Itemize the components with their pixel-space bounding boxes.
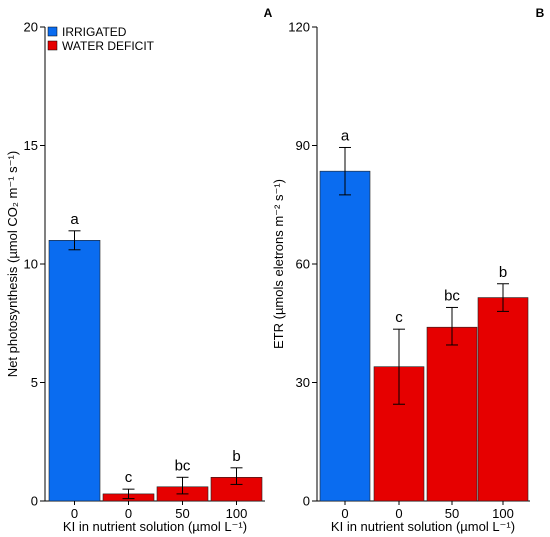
panel-a-significance-label: bc [175, 457, 191, 474]
panel-a-error-bar [122, 488, 135, 500]
legend-swatch-irrigated [47, 26, 58, 37]
panel-b-error-bar [446, 306, 458, 346]
panel-a-y-ticks: 0 5 10 15 20 [24, 20, 45, 509]
panel-a-x-tick-label: 0 [125, 506, 132, 521]
panel-a-significance-label: b [232, 448, 240, 465]
panel-a-letter: A [264, 6, 273, 20]
panel-b-x-tick-label: 100 [492, 506, 514, 521]
panel-b-significance-label: b [499, 264, 507, 281]
panel-a-bars: a 0 c 0 bc 50 b 100 [48, 211, 263, 521]
panel-b-bar [319, 170, 371, 502]
panel-b-x-tick-label: 0 [341, 506, 348, 521]
panel-b-y-ticks: 0 30 60 90 120 [288, 20, 317, 509]
panel-a: A 0 5 10 15 20 a 0 c 0 bc 50 b 100 Net photosynthes… [5, 6, 273, 534]
panel-a-bar [48, 240, 101, 502]
legend-swatch-water-deficit [47, 40, 58, 51]
panel-b-y-tick-label: 30 [296, 375, 310, 390]
panel-b-significance-label: a [341, 127, 350, 144]
panel-b-y-tick-label: 90 [296, 138, 310, 153]
panel-b-y-tick-label: 120 [288, 20, 310, 35]
panel-a-significance-label: a [70, 211, 79, 228]
panel-b-bar [477, 297, 529, 502]
panel-a-x-tick-label: 100 [226, 506, 248, 521]
legend-label-water-deficit: WATER DEFICIT [62, 39, 155, 53]
panel-b-y-tick-label: 60 [296, 257, 310, 272]
panel-b-x-axis-title: KI in nutrient solution (µmol L⁻¹) [331, 519, 515, 534]
panel-a-y-tick-label: 0 [31, 494, 38, 509]
panel-a-x-tick-label: 0 [71, 506, 78, 521]
panel-a-x-tick-label: 50 [175, 506, 189, 521]
panel-a-error-bar [176, 476, 189, 495]
panel-a-significance-label: c [125, 469, 133, 486]
panel-a-x-axis-title: KI in nutrient solution (µmol L⁻¹) [63, 519, 247, 534]
panel-a-y-tick-label: 5 [31, 375, 38, 390]
panel-b-letter: B [536, 6, 545, 20]
panel-b-significance-label: c [395, 309, 403, 326]
legend: IRRIGATED WATER DEFICIT [47, 25, 155, 53]
panel-b-bar [426, 326, 478, 502]
panel-b-error-bar [393, 328, 405, 405]
panel-a-y-tick-label: 15 [24, 138, 38, 153]
panel-b-x-tick-label: 0 [395, 506, 402, 521]
panel-a-error-bar [230, 467, 243, 485]
panel-a-error-bar [68, 230, 81, 251]
panel-b-y-axis-title: ETR (µmols eletrons m⁻² s⁻¹) [271, 179, 286, 349]
panel-b-x-tick-label: 50 [445, 506, 459, 521]
panel-a-y-tick-label: 20 [24, 20, 38, 35]
panel-a-y-tick-label: 10 [24, 257, 38, 272]
panel-b-bars: a 0 c 0 bc 50 b 100 [319, 127, 529, 521]
legend-label-irrigated: IRRIGATED [62, 25, 127, 39]
panel-b-significance-label: bc [444, 287, 460, 304]
panel-b-y-tick-label: 0 [303, 494, 310, 509]
panel-b-error-bar [339, 146, 351, 196]
panel-b-error-bar [497, 283, 509, 312]
panel-a-y-axis-title: Net photosynthesis (µmol CO₂ m⁻¹ s⁻¹) [5, 151, 20, 377]
panel-b: B 0 30 60 90 120 a 0 c 0 bc 50 b 100 ETR (µmols ele… [271, 6, 545, 534]
